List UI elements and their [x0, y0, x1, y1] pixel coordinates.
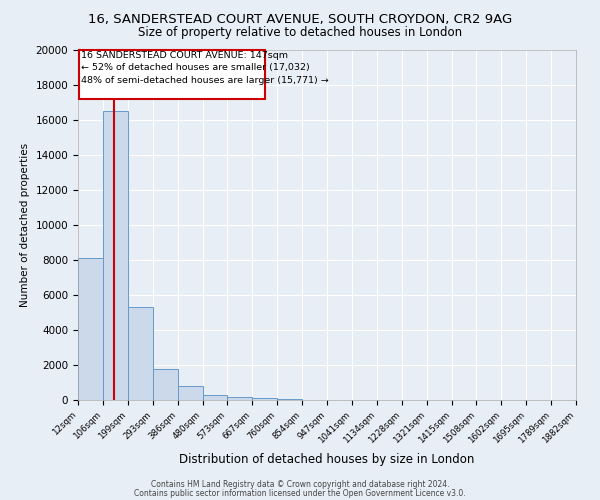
Text: Contains public sector information licensed under the Open Government Licence v3: Contains public sector information licen…	[134, 489, 466, 498]
Bar	[203, 395, 227, 400]
Y-axis label: Number of detached properties: Number of detached properties	[20, 143, 30, 307]
Bar	[227, 398, 253, 400]
Bar	[253, 398, 277, 400]
Bar	[128, 307, 153, 400]
Bar	[178, 386, 203, 400]
Bar	[103, 112, 128, 400]
FancyBboxPatch shape	[79, 50, 265, 99]
Text: 16, SANDERSTEAD COURT AVENUE, SOUTH CROYDON, CR2 9AG: 16, SANDERSTEAD COURT AVENUE, SOUTH CROY…	[88, 12, 512, 26]
Text: Contains HM Land Registry data © Crown copyright and database right 2024.: Contains HM Land Registry data © Crown c…	[151, 480, 449, 489]
X-axis label: Distribution of detached houses by size in London: Distribution of detached houses by size …	[179, 453, 475, 466]
Bar	[78, 258, 103, 400]
Text: 16 SANDERSTEAD COURT AVENUE: 147sqm
← 52% of detached houses are smaller (17,032: 16 SANDERSTEAD COURT AVENUE: 147sqm ← 52…	[80, 50, 328, 84]
Text: Size of property relative to detached houses in London: Size of property relative to detached ho…	[138, 26, 462, 39]
Bar	[153, 368, 178, 400]
Bar	[277, 399, 302, 400]
